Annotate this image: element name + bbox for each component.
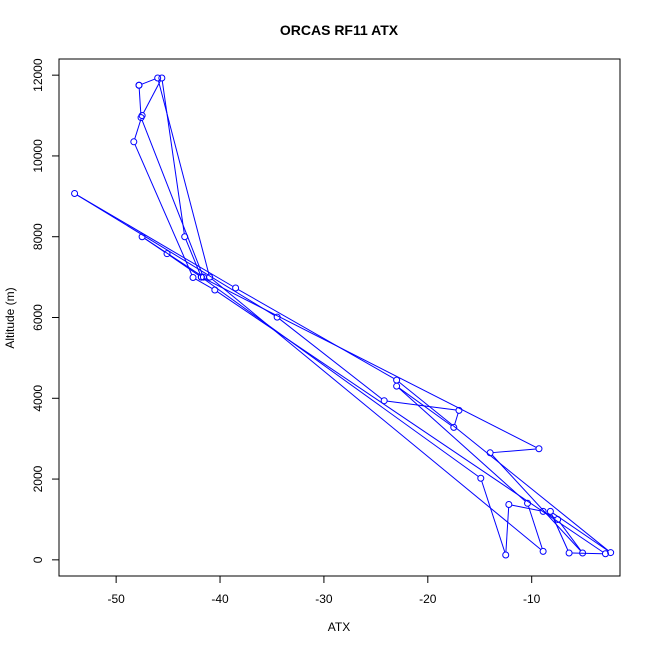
data-point: [455, 406, 463, 414]
data-point: [539, 507, 547, 515]
data-point: [539, 547, 547, 555]
series-segment: [454, 413, 459, 425]
series-segment: [76, 194, 275, 316]
data-point: [450, 423, 458, 431]
data-point: [273, 313, 281, 321]
data-point: [565, 549, 573, 557]
y-tick-label: 2000: [31, 465, 45, 492]
series-segment: [161, 80, 185, 234]
data-point: [232, 284, 240, 292]
data-point: [502, 551, 510, 559]
y-tick-label: 10000: [31, 139, 45, 173]
x-axis-label: ATX: [328, 620, 350, 634]
plot-frame: [58, 58, 621, 577]
data-point: [524, 499, 532, 507]
series-points: [71, 74, 615, 559]
data-point: [206, 273, 214, 281]
series-segment: [138, 88, 142, 115]
series-segment: [279, 318, 383, 400]
x-tick-label: -40: [211, 592, 229, 606]
data-point: [71, 190, 79, 198]
series-segment: [398, 381, 609, 552]
series-segment: [203, 278, 537, 448]
series-segment: [169, 254, 200, 276]
series-segment: [211, 278, 542, 550]
y-tick-label: 6000: [31, 304, 45, 331]
y-tick-label: 8000: [31, 223, 45, 250]
series-segment: [491, 454, 581, 552]
x-tick-label: -20: [419, 592, 437, 606]
series-segment: [144, 237, 165, 253]
series-lines: [76, 78, 609, 555]
chart-title: ORCAS RF11 ATX: [280, 22, 399, 38]
data-point: [130, 138, 138, 146]
series-segment: [527, 505, 543, 549]
data-point: [163, 250, 171, 258]
series-segment: [511, 504, 541, 512]
x-axis: -50 -40 -30 -20 -10: [107, 576, 541, 606]
series-segment: [141, 78, 156, 85]
data-point: [181, 233, 189, 241]
data-point: [477, 474, 485, 482]
x-tick-label: -50: [107, 592, 125, 606]
data-point: [486, 449, 494, 457]
data-point: [505, 501, 513, 509]
series-segment: [141, 120, 203, 275]
data-point: [393, 376, 401, 384]
data-point: [138, 233, 146, 241]
series-segment: [157, 80, 210, 275]
data-point: [189, 274, 197, 282]
series-segment: [572, 552, 603, 555]
data-point: [607, 549, 615, 557]
series-segment: [76, 194, 234, 287]
series-segment: [398, 387, 526, 502]
y-tick-label: 12000: [31, 58, 45, 92]
data-point: [535, 445, 543, 453]
y-axis: 0 2000 4000 6000 8000 10000 12000: [31, 58, 59, 563]
data-point: [197, 273, 205, 281]
data-point: [135, 81, 143, 89]
series-segment: [217, 291, 604, 553]
series-segment: [505, 507, 510, 553]
y-tick-label: 0: [31, 556, 45, 563]
series-segment: [559, 521, 582, 551]
data-point: [380, 397, 388, 405]
data-point: [554, 515, 562, 523]
series-segment: [387, 400, 457, 411]
series-segment: [195, 278, 213, 289]
series-segment: [237, 289, 395, 380]
series-segment: [481, 480, 506, 553]
series-segment: [552, 512, 609, 552]
data-point: [211, 286, 219, 294]
series-segment: [551, 513, 569, 551]
data-point: [601, 550, 609, 558]
data-point: [579, 549, 587, 557]
series-segment: [203, 278, 479, 477]
series-segment: [134, 144, 193, 275]
data-point: [138, 112, 146, 120]
series-segment: [398, 387, 452, 427]
data-point: [154, 74, 162, 82]
series-segment: [143, 80, 161, 114]
series-segment: [134, 118, 142, 140]
x-tick-label: -30: [315, 592, 333, 606]
y-axis-label: Altitude (m): [3, 287, 17, 348]
data-point: [546, 507, 554, 515]
y-tick-label: 4000: [31, 385, 45, 412]
data-point: [393, 382, 401, 390]
series-segment: [493, 448, 537, 454]
x-tick-label: -10: [523, 592, 541, 606]
data-point: [158, 74, 166, 82]
